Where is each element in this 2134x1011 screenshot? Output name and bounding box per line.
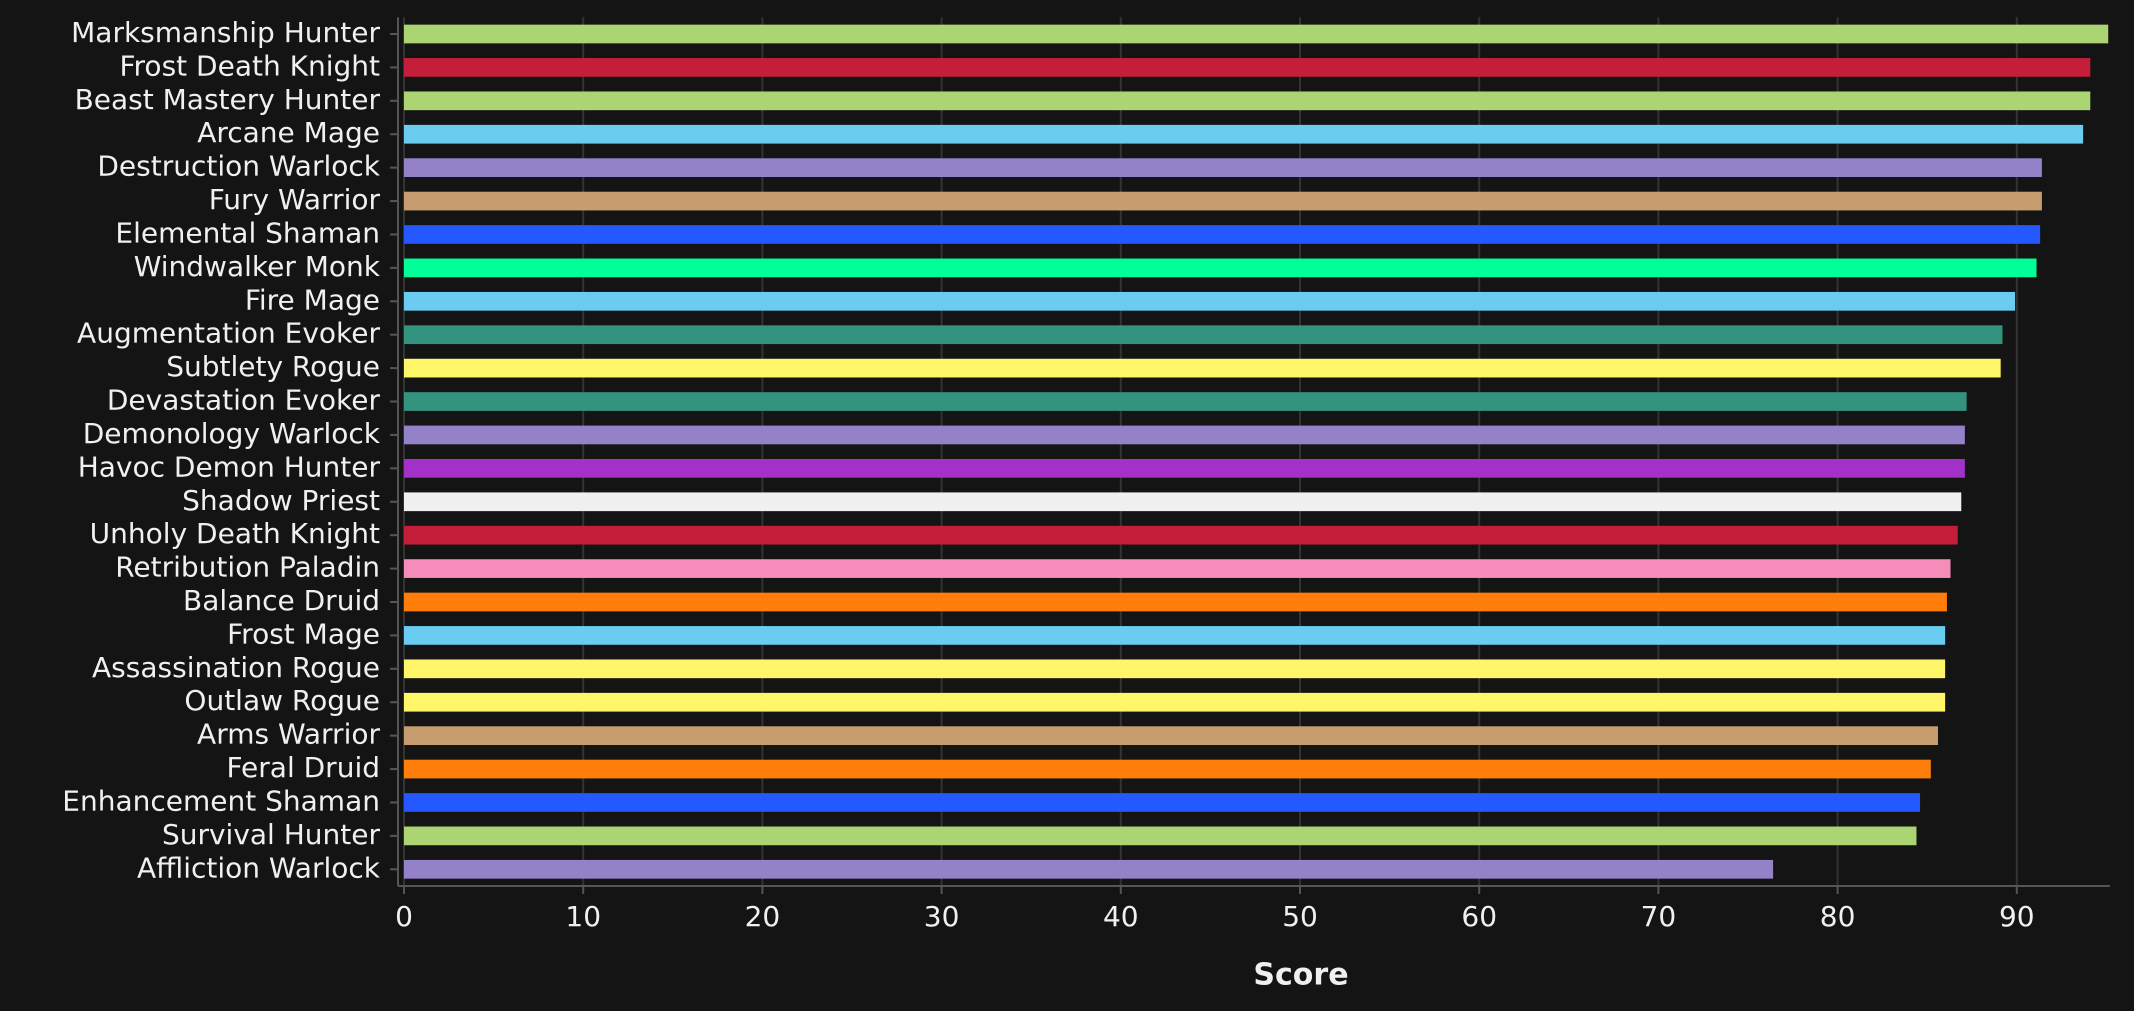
bar bbox=[404, 726, 1938, 746]
y-tick-label: Arms Warrior bbox=[197, 718, 380, 751]
x-tick-label: 10 bbox=[565, 900, 601, 933]
bar bbox=[404, 459, 1965, 478]
bar bbox=[404, 225, 2041, 244]
bar bbox=[404, 425, 1965, 445]
bar bbox=[404, 24, 2109, 44]
y-tick-label: Survival Hunter bbox=[162, 818, 381, 851]
bar bbox=[404, 258, 2037, 278]
x-tick-label: 30 bbox=[924, 900, 960, 933]
y-tick-label: Fire Mage bbox=[245, 283, 380, 316]
bar bbox=[404, 592, 1947, 612]
bar bbox=[404, 191, 2042, 211]
y-tick-label: Frost Mage bbox=[227, 617, 380, 650]
bar bbox=[404, 91, 2091, 111]
y-tick-label: Fury Warrior bbox=[209, 183, 381, 216]
y-tick-label: Feral Druid bbox=[226, 751, 380, 784]
y-tick-label: Elemental Shaman bbox=[115, 216, 380, 249]
y-tick-label: Marksmanship Hunter bbox=[71, 16, 380, 49]
x-tick-label: 20 bbox=[745, 900, 781, 933]
y-tick-label: Enhancement Shaman bbox=[62, 784, 380, 817]
bar bbox=[404, 826, 1917, 846]
y-tick-label: Beast Mastery Hunter bbox=[75, 83, 381, 116]
y-tick-label: Havoc Demon Hunter bbox=[78, 450, 381, 483]
y-tick-label: Windwalker Monk bbox=[134, 250, 381, 283]
bar bbox=[404, 392, 1967, 411]
bar bbox=[404, 58, 2091, 77]
x-axis-label: Score bbox=[1253, 958, 1348, 993]
y-tick-label: Subtlety Rogue bbox=[166, 350, 380, 383]
x-tick-label: 70 bbox=[1641, 900, 1677, 933]
y-tick-label: Assassination Rogue bbox=[92, 651, 380, 684]
y-tick-label: Shadow Priest bbox=[182, 484, 380, 517]
bar bbox=[404, 492, 1962, 512]
y-tick-label: Retribution Paladin bbox=[115, 551, 380, 584]
x-tick-label: 0 bbox=[395, 900, 413, 933]
bar bbox=[404, 291, 2016, 311]
y-tick-label: Affliction Warlock bbox=[137, 851, 381, 884]
bar bbox=[404, 859, 1774, 879]
y-tick-label: Arcane Mage bbox=[197, 116, 380, 149]
bar bbox=[404, 626, 1946, 645]
y-tick-label: Devastation Evoker bbox=[107, 384, 381, 417]
bar bbox=[404, 692, 1946, 712]
x-tick-label: 90 bbox=[1999, 900, 2035, 933]
bar bbox=[404, 124, 2084, 144]
x-tick-label: 40 bbox=[1103, 900, 1139, 933]
y-tick-label: Destruction Warlock bbox=[97, 150, 380, 183]
y-tick-label: Frost Death Knight bbox=[119, 49, 380, 82]
bar bbox=[404, 525, 1958, 545]
y-tick-label: Unholy Death Knight bbox=[90, 517, 380, 550]
bar bbox=[404, 559, 1951, 578]
bar bbox=[404, 759, 1931, 779]
bar bbox=[404, 659, 1946, 679]
x-tick-label: 80 bbox=[1820, 900, 1856, 933]
y-tick-label: Balance Druid bbox=[183, 584, 380, 617]
bar bbox=[404, 793, 1921, 812]
bar bbox=[404, 325, 2003, 345]
y-tick-label: Outlaw Rogue bbox=[184, 684, 380, 717]
bar bbox=[404, 158, 2042, 178]
x-tick-label: 50 bbox=[1282, 900, 1318, 933]
y-tick-label: Augmentation Evoker bbox=[77, 317, 380, 350]
y-tick-label: Demonology Warlock bbox=[83, 417, 381, 450]
x-tick-label: 60 bbox=[1461, 900, 1497, 933]
bar bbox=[404, 358, 2001, 378]
